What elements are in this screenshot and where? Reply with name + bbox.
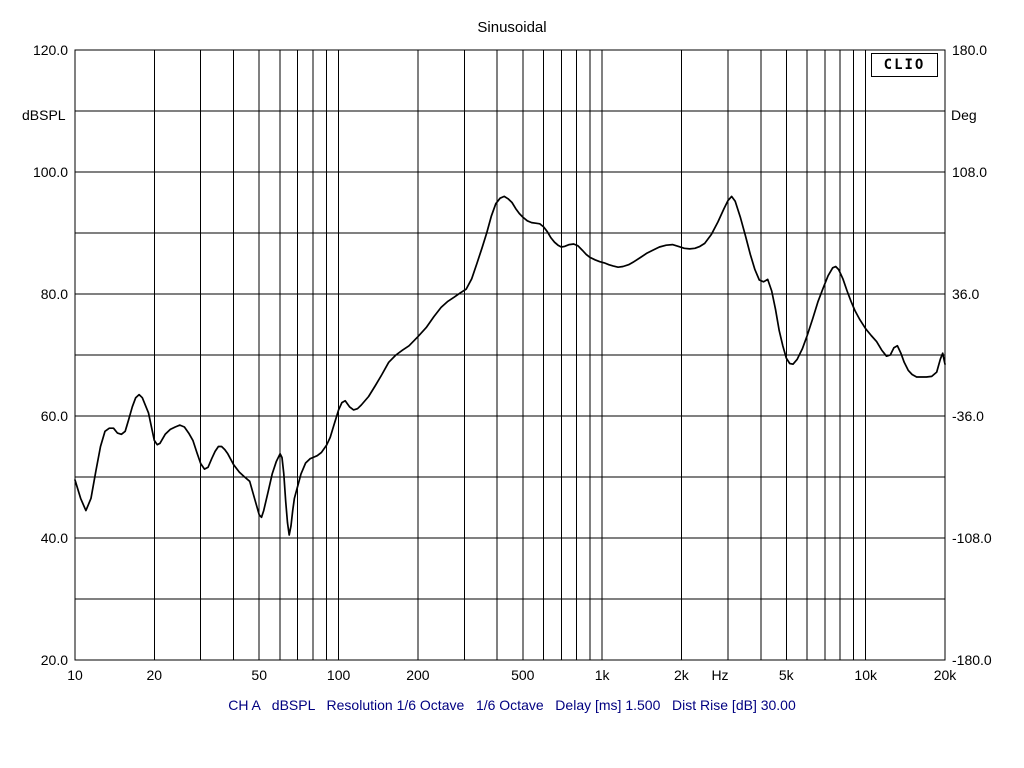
axis-tick-labels: 120.0 100.0 80.0 60.0 40.0 20.0 180.0 108.0 36.0… (33, 42, 992, 683)
y-left-tick-label: 20.0 (41, 652, 68, 668)
x-tick-label: 20k (934, 667, 958, 683)
y-left-tick-label: 80.0 (41, 286, 68, 302)
x-tick-label: 50 (251, 667, 267, 683)
x-tick-label: 5k (779, 667, 795, 683)
plot-frame (74, 49, 946, 661)
y-right-tick-label: -180.0 (952, 652, 992, 668)
grid-lines (74, 49, 946, 661)
y-right-tick-label: 180.0 (952, 42, 987, 58)
x-tick-label: 2k (674, 667, 690, 683)
y-left-tick-label: 120.0 (33, 42, 68, 58)
y-right-tick-label: -108.0 (952, 530, 992, 546)
clio-logo-badge: CLIO (871, 53, 938, 77)
x-tick-label: 20 (147, 667, 163, 683)
x-tick-label: 1k (595, 667, 611, 683)
x-axis-unit: Hz (711, 667, 728, 683)
x-tick-label: 10 (67, 667, 83, 683)
measurement-settings-line: CH A dBSPL Resolution 1/6 Octave 1/6 Oct… (228, 697, 796, 713)
chart-title: Sinusoidal (477, 19, 547, 36)
y-right-tick-label: -36.0 (952, 408, 984, 424)
x-tick-label: 100 (327, 667, 351, 683)
y-left-tick-label: 60.0 (41, 408, 68, 424)
y-left-tick-label: 40.0 (41, 530, 68, 546)
response-curve (74, 195, 946, 536)
y-right-tick-label: 36.0 (952, 286, 979, 302)
y-right-tick-label: 108.0 (952, 164, 987, 180)
right-axis-unit-label: Deg (951, 107, 977, 123)
y-left-tick-label: 100.0 (33, 164, 68, 180)
x-tick-label: 10k (854, 667, 878, 683)
x-tick-label: 200 (406, 667, 430, 683)
x-tick-label: 500 (511, 667, 535, 683)
left-axis-unit-label: dBSPL (22, 107, 66, 123)
